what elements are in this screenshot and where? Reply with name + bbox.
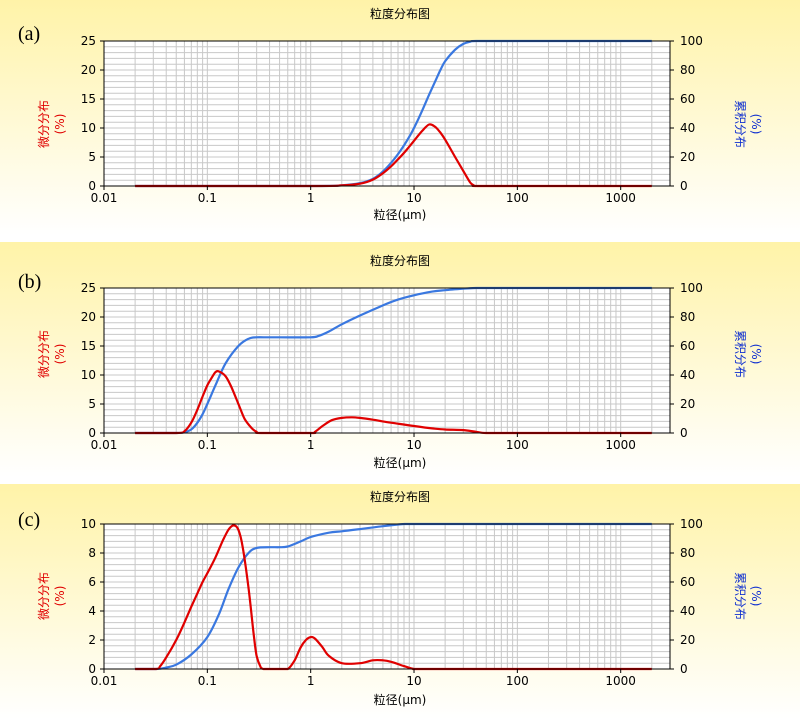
y-right-tick-label: 40 — [680, 368, 695, 382]
x-tick-label: 1000 — [605, 191, 636, 205]
y-left-tick-label: 6 — [88, 575, 96, 589]
y-right-tick-label: 100 — [680, 34, 703, 48]
chart-panel-b: 0.01 0.1 1 10 100 1000 0 5 10 15 20 25 0 20 40 60 80 100 … — [0, 242, 800, 477]
plot-frame — [103, 523, 671, 670]
x-tick-label: 100 — [506, 674, 529, 688]
y-left-tick-label: 5 — [88, 150, 96, 164]
y-left-tick-label: 0 — [88, 179, 96, 193]
chart-svg-b: 0.01 0.1 1 10 100 10000510152025020406080100 … — [0, 242, 800, 477]
y-right-tick-label: 60 — [680, 92, 695, 106]
x-tick-label: 0.1 — [198, 191, 217, 205]
y-right-tick-label: 20 — [680, 150, 695, 164]
y-left-axis-unit: (%) — [53, 344, 67, 365]
plot-frame — [103, 40, 671, 187]
chart-title: 粒度分布图 — [370, 253, 430, 268]
chart-panel-c: 0.01 0.1 1 10 100 1000 0 2 4 6 8 10 0 20 40 60 80 100 粒度分… — [0, 484, 800, 719]
x-axis-title: 粒径(μm) — [374, 692, 427, 707]
y-right-tick-label: 80 — [680, 63, 695, 77]
x-tick-label: 1000 — [605, 674, 636, 688]
plot-area — [104, 524, 670, 669]
y-left-axis-unit: (%) — [53, 114, 67, 135]
y-right-axis-title: 累积分布 — [733, 330, 747, 378]
y-left-tick-label: 5 — [88, 397, 96, 411]
x-tick-label: 1000 — [605, 438, 636, 452]
x-axis-title: 粒径(μm) — [374, 207, 427, 222]
y-left-tick-label: 20 — [81, 310, 96, 324]
y-right-tick-label: 80 — [680, 310, 695, 324]
x-tick-label: 1 — [307, 674, 315, 688]
chart-title: 粒度分布图 — [370, 489, 430, 504]
x-axis-title: 粒径(μm) — [374, 455, 427, 470]
y-left-tick-label: 20 — [81, 63, 96, 77]
y-right-tick-label: 20 — [680, 633, 695, 647]
x-tick-label: 10 — [406, 674, 421, 688]
plot-frame — [103, 287, 671, 434]
y-right-axis-title: 累积分布 — [733, 572, 747, 620]
chart-title: 粒度分布图 — [370, 6, 430, 21]
y-left-tick-label: 15 — [81, 92, 96, 106]
panel-label: (a) — [18, 23, 40, 45]
x-tick-label: 0.01 — [91, 191, 118, 205]
plot-area — [104, 288, 670, 433]
panel-label: (c) — [18, 509, 40, 531]
panel-label: (b) — [18, 271, 41, 293]
y-right-tick-label: 60 — [680, 339, 695, 353]
y-left-tick-label: 25 — [81, 281, 96, 295]
x-tick-label: 10 — [406, 191, 421, 205]
y-right-tick-label: 100 — [680, 281, 703, 295]
y-right-tick-label: 40 — [680, 604, 695, 618]
y-left-tick-label: 10 — [81, 517, 96, 531]
y-left-tick-label: 10 — [81, 121, 96, 135]
plot-area — [104, 41, 670, 186]
y-right-tick-label: 40 — [680, 121, 695, 135]
x-tick-label: 100 — [506, 191, 529, 205]
y-right-axis-unit: (%) — [749, 114, 763, 135]
x-tick-label: 100 — [506, 438, 529, 452]
y-right-tick-label: 100 — [680, 517, 703, 531]
y-left-tick-label: 25 — [81, 34, 96, 48]
y-left-tick-label: 2 — [88, 633, 96, 647]
chart-panel-a: 0.01 0.1 1 10 100 1000 0 5 10 15 20 25 0 20 40 60 80 100 … — [0, 0, 800, 235]
x-tick-label: 0.1 — [198, 674, 217, 688]
y-right-tick-label: 20 — [680, 397, 695, 411]
y-left-tick-label: 0 — [88, 426, 96, 440]
y-right-axis-title: 累积分布 — [733, 100, 747, 148]
x-tick-label: 0.01 — [91, 674, 118, 688]
y-left-tick-label: 0 — [88, 662, 96, 676]
y-right-tick-label: 0 — [680, 662, 688, 676]
x-tick-label: 1 — [307, 191, 315, 205]
y-left-axis-title: 微分分布 — [37, 330, 51, 378]
y-right-tick-label: 80 — [680, 546, 695, 560]
y-left-tick-label: 10 — [81, 368, 96, 382]
y-right-tick-label: 0 — [680, 179, 688, 193]
chart-svg-a: 0.01 0.1 1 10 100 10000510152025020406080100 … — [0, 0, 800, 235]
y-left-tick-label: 8 — [88, 546, 96, 560]
y-right-axis-unit: (%) — [749, 344, 763, 365]
x-tick-label: 0.01 — [91, 438, 118, 452]
y-left-axis-unit: (%) — [53, 586, 67, 607]
y-left-axis-title: 微分分布 — [37, 572, 51, 620]
y-left-axis-title: 微分分布 — [37, 100, 51, 148]
x-tick-label: 10 — [406, 438, 421, 452]
y-left-tick-label: 15 — [81, 339, 96, 353]
y-left-tick-label: 4 — [88, 604, 96, 618]
x-tick-label: 1 — [307, 438, 315, 452]
y-right-tick-label: 0 — [680, 426, 688, 440]
y-right-tick-label: 60 — [680, 575, 695, 589]
y-right-axis-unit: (%) — [749, 586, 763, 607]
x-tick-label: 0.1 — [198, 438, 217, 452]
